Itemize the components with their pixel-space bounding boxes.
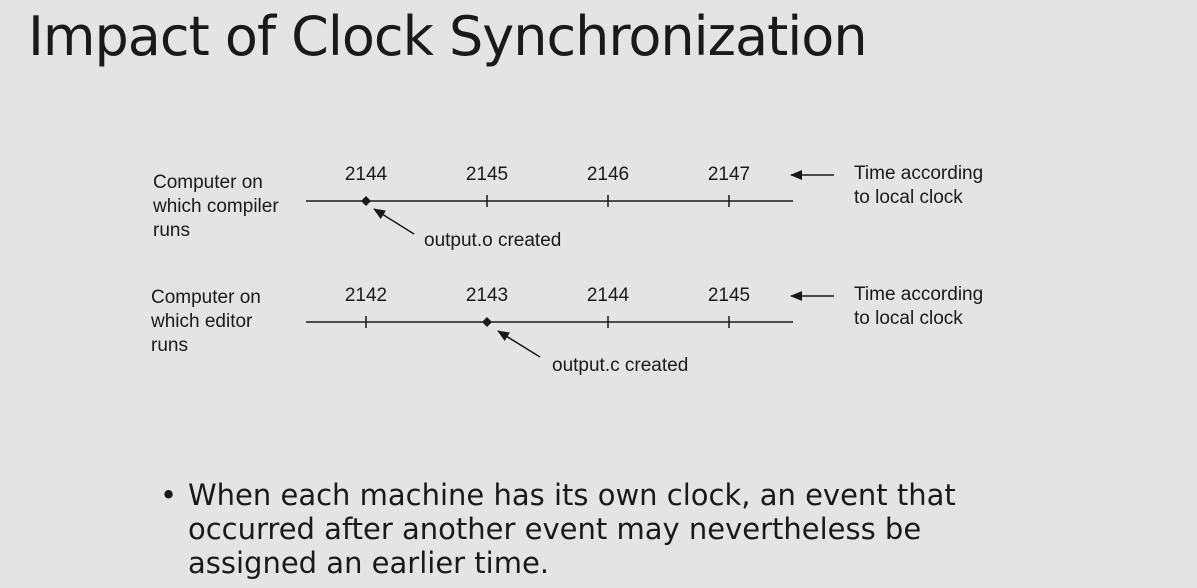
machine-label-compiler-0: Computer on (153, 172, 263, 193)
tick-label-editor-0: 2142 (345, 285, 387, 306)
side-label-compiler-1: to local clock (854, 187, 963, 208)
machine-label-editor-0: Computer on (151, 287, 261, 308)
tick-label-compiler-3: 2147 (708, 164, 750, 185)
event-arrow-compiler (373, 208, 415, 235)
machine-label-editor-2: runs (151, 335, 188, 356)
machine-label-compiler-2: runs (153, 220, 190, 241)
slide-title: Impact of Clock Synchronization (28, 5, 868, 68)
event-label-editor: output.c created (552, 355, 688, 376)
side-label-editor-1: to local clock (854, 308, 963, 329)
bullet-text: When each machine has its own clock, an … (188, 478, 956, 580)
tick-label-editor-1: 2143 (466, 285, 508, 306)
side-label-editor-0: Time according (854, 284, 983, 305)
tick-label-editor-2: 2144 (587, 285, 630, 306)
tick-label-editor-3: 2145 (708, 285, 750, 306)
machine-label-editor-1: which editor (150, 311, 253, 332)
tick-label-compiler-1: 2145 (466, 164, 508, 185)
event-label-compiler: output.o created (424, 230, 561, 251)
event-arrow-editor (497, 330, 541, 358)
event-marker-editor (482, 317, 492, 327)
side-label-compiler-0: Time according (854, 163, 983, 184)
machine-label-compiler-1: which compiler (152, 196, 279, 217)
tick-label-compiler-0: 2144 (345, 164, 388, 185)
timelines-layer: Computer on which compiler runs 2144 2145 214… (150, 163, 983, 376)
event-marker-compiler (361, 196, 371, 206)
tick-label-compiler-2: 2146 (587, 164, 629, 185)
bullet-icon: • (160, 478, 178, 512)
